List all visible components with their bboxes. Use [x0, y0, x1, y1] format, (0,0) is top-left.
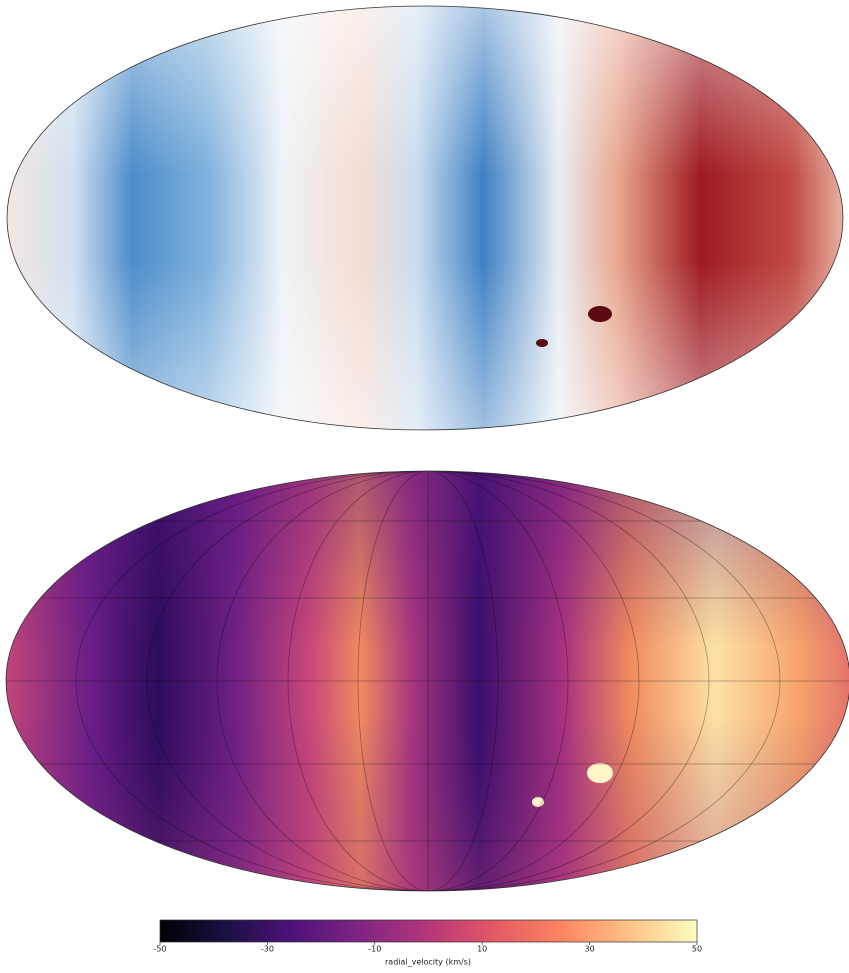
velocity-map-bottom [0, 460, 849, 900]
x-tick-label: -50 [153, 945, 166, 954]
x-tick-label: 30 [585, 945, 595, 954]
colorbar-label: radial_velocity (km/s) [385, 958, 471, 967]
x-tick-label: 10 [477, 945, 487, 954]
x-tick-label: -30 [261, 945, 274, 954]
x-tick-label: 50 [692, 945, 702, 954]
page: radial_velocity (km/s) -50 -30 -10 10 30 50 [0, 0, 849, 969]
velocity-map-top [7, 6, 843, 430]
colorbar [160, 920, 697, 942]
x-tick-label: -10 [368, 945, 381, 954]
